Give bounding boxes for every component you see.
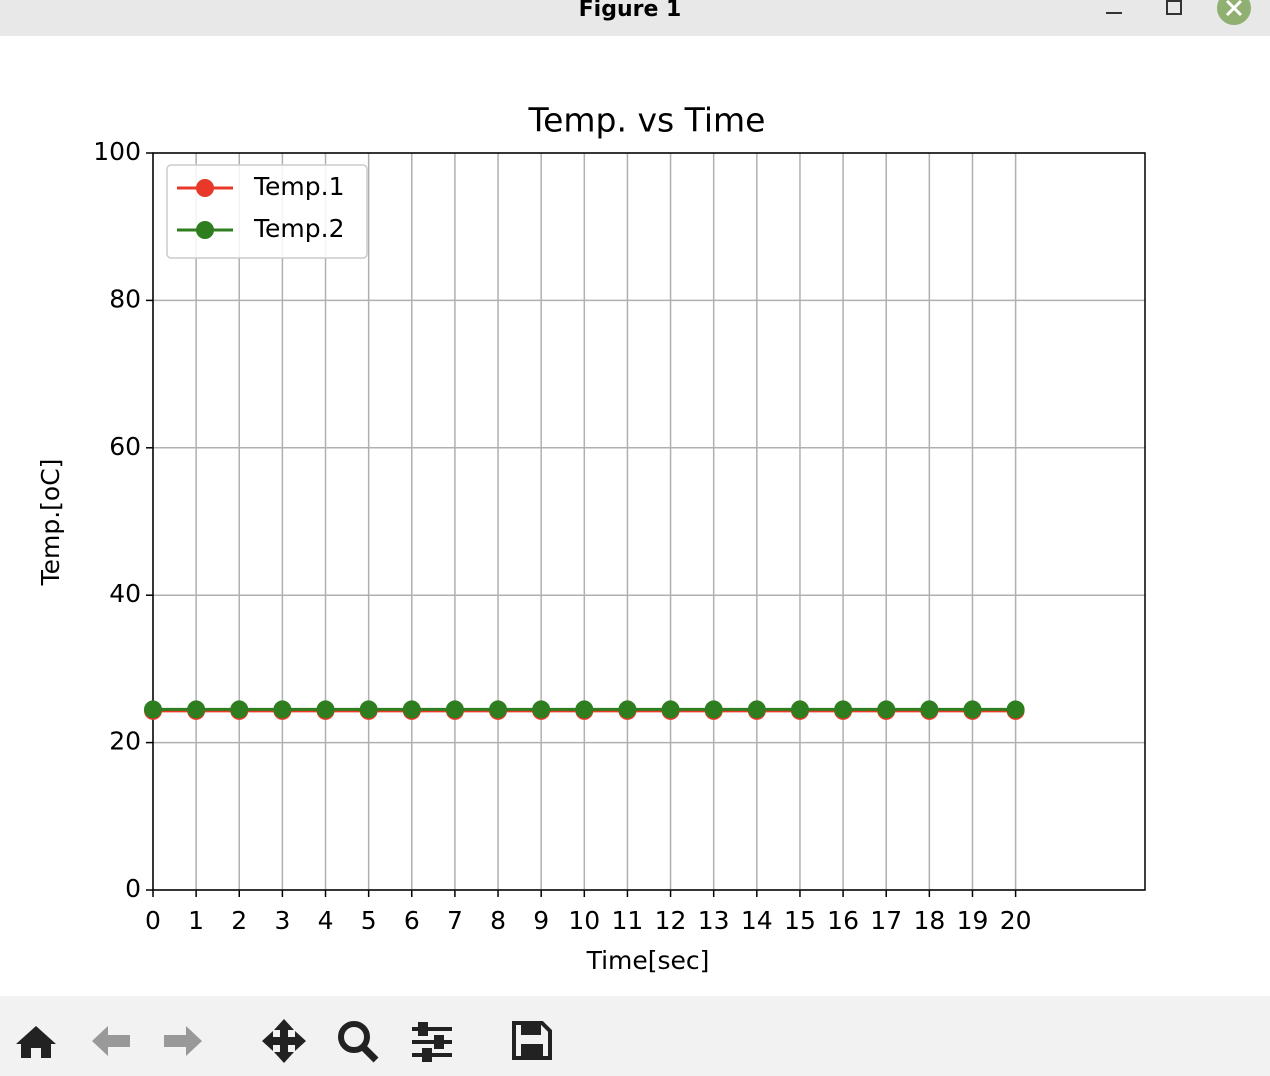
data-point — [359, 700, 378, 719]
data-point — [1006, 700, 1025, 719]
y-tick-label: 0 — [125, 874, 141, 903]
x-tick-label: 14 — [741, 906, 773, 935]
x-tick-label: 16 — [827, 906, 859, 935]
x-tick-label: 12 — [655, 906, 687, 935]
x-tick-label: 1 — [188, 906, 204, 935]
data-point — [661, 700, 680, 719]
data-point — [747, 700, 766, 719]
y-tick-label: 100 — [93, 137, 141, 166]
window-title: Figure 1 — [579, 0, 682, 22]
title-bar — [0, 0, 1270, 36]
toolbar — [0, 996, 1270, 1076]
y-tick-label: 20 — [109, 727, 141, 756]
back-button[interactable] — [92, 1026, 130, 1056]
data-point — [834, 700, 853, 719]
x-tick-label: 5 — [361, 906, 377, 935]
x-tick-label: 3 — [274, 906, 290, 935]
x-tick-label: 17 — [870, 906, 902, 935]
x-axis-label: Time[sec] — [586, 946, 710, 975]
data-point — [187, 700, 206, 719]
legend-label: Temp.1 — [253, 172, 344, 201]
data-point — [489, 700, 508, 719]
data-point — [704, 700, 723, 719]
data-point — [877, 700, 896, 719]
y-tick-label: 40 — [109, 579, 141, 608]
x-tick-label: 18 — [913, 906, 945, 935]
maximize-button[interactable] — [1166, 0, 1182, 15]
y-axis-label: Temp.[oC] — [36, 459, 65, 587]
x-tick-label: 15 — [784, 906, 816, 935]
x-tick-label: 13 — [698, 906, 730, 935]
x-tick-label: 10 — [568, 906, 600, 935]
x-tick-label: 6 — [404, 906, 420, 935]
x-tick-label: 0 — [145, 906, 161, 935]
data-point — [575, 700, 594, 719]
configure-button[interactable] — [412, 1022, 452, 1062]
legend-marker — [196, 221, 214, 239]
chart-title: Temp. vs Time — [528, 101, 766, 140]
axes-frame — [152, 152, 1146, 891]
y-tick-label: 60 — [109, 432, 141, 461]
x-tick-label: 7 — [447, 906, 463, 935]
x-tick-label: 20 — [1000, 906, 1032, 935]
x-tick-label: 2 — [231, 906, 247, 935]
legend-marker — [196, 179, 214, 197]
x-tick-label: 4 — [318, 906, 334, 935]
data-point — [144, 700, 162, 719]
x-tick-label: 11 — [612, 906, 644, 935]
plot-area: 0 1 2 3 4 5 6 7 8 9 10 11 12 13 14 15 16 17 18 19 2002040608… — [93, 137, 1146, 935]
data-point — [402, 700, 421, 719]
home-button[interactable] — [16, 1026, 56, 1058]
x-tick-label: 9 — [533, 906, 549, 935]
data-point — [920, 700, 939, 719]
data-point — [273, 700, 292, 719]
data-point — [316, 700, 335, 719]
x-tick-label: 19 — [957, 906, 989, 935]
zoom-button[interactable] — [338, 1021, 379, 1063]
pan-button[interactable] — [262, 1019, 306, 1063]
save-button[interactable] — [512, 1021, 552, 1060]
forward-button[interactable] — [164, 1026, 202, 1056]
x-tick-label: 8 — [490, 906, 506, 935]
data-point — [618, 700, 637, 719]
y-tick-label: 80 — [109, 284, 141, 313]
data-point — [963, 700, 982, 719]
data-point — [790, 700, 809, 719]
data-point — [532, 700, 551, 719]
data-point — [445, 700, 464, 719]
data-point — [230, 700, 249, 719]
legend-label: Temp.2 — [253, 214, 344, 243]
close-button[interactable] — [1217, 0, 1251, 25]
